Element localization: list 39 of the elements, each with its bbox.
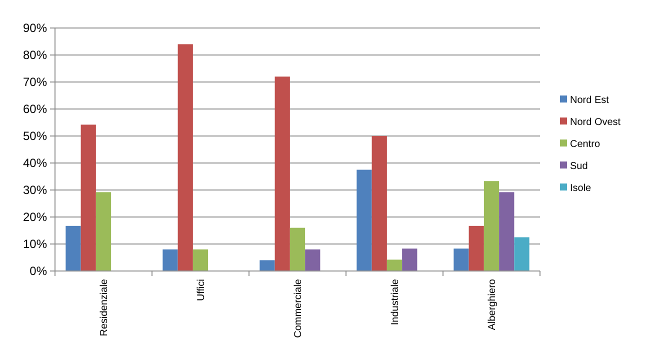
x-tick-label: Alberghiero (487, 278, 498, 330)
bar (514, 237, 530, 271)
y-tick-label: 40% (22, 156, 48, 170)
bar (402, 248, 418, 271)
bar (372, 136, 387, 271)
legend-label: Sud (570, 161, 588, 172)
x-tick-label: Industriale (390, 278, 401, 326)
x-tick-label: Residenziale (99, 278, 110, 336)
y-tick-label: 50% (22, 129, 48, 144)
bar (386, 260, 402, 271)
bar (192, 249, 208, 271)
y-tick-label: 0% (30, 264, 48, 278)
bar (178, 44, 193, 271)
bar (96, 192, 112, 271)
legend-label: Centro (570, 139, 600, 150)
legend-label: Isole (570, 183, 592, 194)
y-tick-label: 90% (22, 21, 48, 36)
bar (305, 249, 320, 271)
bar (66, 226, 81, 271)
y-tick-label: 30% (22, 183, 48, 198)
y-tick-label: 70% (22, 75, 48, 90)
bar (454, 248, 469, 271)
legend-label: Nord Ovest (570, 117, 621, 128)
bar (499, 192, 514, 271)
legend-label: Nord Est (570, 95, 610, 106)
bar (356, 170, 372, 271)
y-tick-label: 10% (22, 237, 48, 252)
bar (274, 76, 290, 271)
bar (80, 124, 96, 271)
bar (162, 249, 178, 271)
y-tick-label: 80% (22, 48, 48, 62)
bar (468, 226, 484, 271)
x-tick-label: Uffici (196, 279, 207, 302)
y-tick-label: 20% (22, 210, 48, 224)
bar (484, 181, 500, 271)
x-tick-label: Commerciale (293, 278, 304, 338)
y-tick-label: 60% (22, 102, 48, 116)
bar (260, 260, 275, 271)
bar (290, 228, 306, 271)
